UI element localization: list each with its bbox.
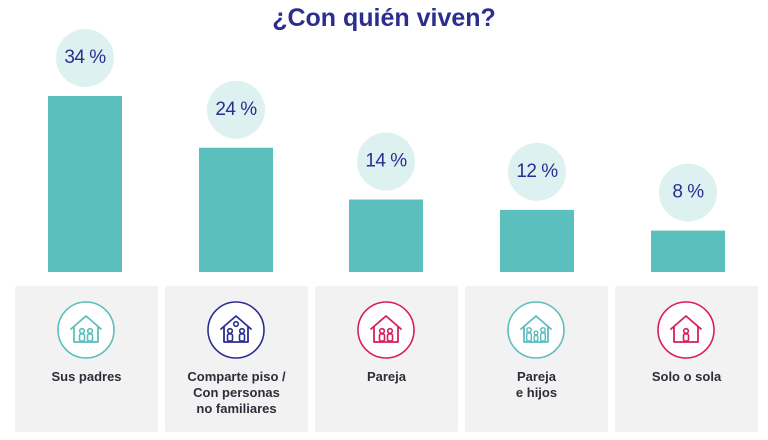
house-single-icon <box>656 300 716 360</box>
house-family-icon <box>56 300 116 360</box>
bar-3 <box>500 209 574 272</box>
value-bubble-3 <box>508 142 566 201</box>
category-label: Solo o sola <box>651 369 722 384</box>
category-card-4: Solo o sola <box>615 286 758 432</box>
category-card-1: Comparte piso / Con personas no familiar… <box>165 286 308 432</box>
value-bubble-0 <box>56 29 114 87</box>
bar-0 <box>48 96 122 272</box>
house-roommates-icon <box>206 300 266 360</box>
category-card-2: Pareja <box>315 286 458 432</box>
bar-2 <box>349 199 423 272</box>
bar-4 <box>651 230 725 272</box>
value-label-1: 24 % <box>215 99 257 120</box>
house-couple-children-icon <box>506 300 566 360</box>
category-label: Sus padres <box>51 369 122 384</box>
value-label-3: 12 % <box>516 161 558 182</box>
category-label: Comparte piso / Con personas no familiar… <box>187 369 286 416</box>
category-label: Pareja e hijos <box>515 369 558 400</box>
value-label-4: 8 % <box>672 182 704 203</box>
category-card-3: Pareja e hijos <box>465 286 608 432</box>
bar-chart: 34 % 24 % 14 % 12 % 8 % <box>48 29 725 272</box>
category-label: Pareja <box>366 369 407 384</box>
category-card-0: Sus padres <box>15 286 158 432</box>
bar-1 <box>199 147 273 272</box>
chart-title: ¿Con quién viven? <box>272 4 496 32</box>
value-bubble-1 <box>207 80 265 139</box>
value-label-0: 34 % <box>64 47 106 68</box>
house-couple-icon <box>356 300 416 360</box>
value-label-2: 14 % <box>365 151 407 172</box>
value-bubble-4 <box>659 163 717 222</box>
value-bubble-2 <box>357 132 415 191</box>
